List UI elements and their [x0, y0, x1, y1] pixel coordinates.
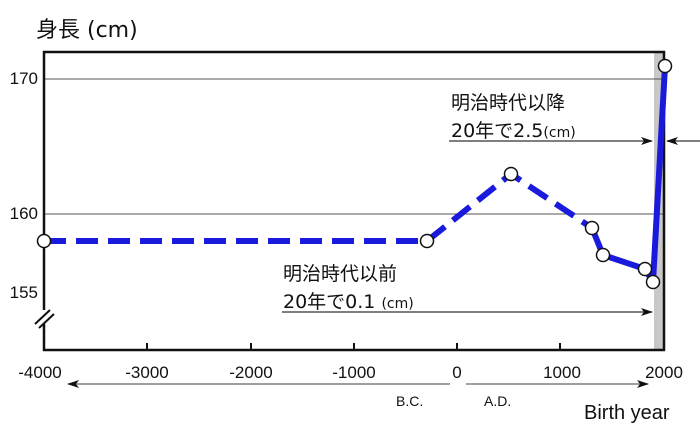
note-before-meiji-rate: 20年で0.1 (cm) [283, 287, 414, 314]
y-tick-160: 160 [9, 204, 38, 223]
axis-break-icon [34, 309, 55, 329]
note-before-unit: (cm) [381, 296, 414, 312]
data-point [657, 58, 673, 74]
x-tick-minus-3000: -3000 [125, 363, 169, 382]
note-after-meiji-rate: 20年で2.5(cm) [451, 116, 576, 143]
note-after-unit: (cm) [543, 125, 576, 141]
y-tick-155: 155 [9, 283, 38, 302]
x-tick-minus-4000: -4000 [18, 363, 62, 382]
data-point [584, 220, 600, 236]
x-tick-minus-1000: -1000 [332, 363, 376, 382]
bc-label: B.C. [396, 393, 424, 409]
data-point [637, 261, 653, 277]
note-before-meiji-title: 明治時代以前 [283, 263, 398, 285]
data-point [503, 166, 519, 182]
y-tick-170: 170 [9, 69, 38, 88]
y-axis-title: 身長 (cm) [36, 18, 138, 43]
x-ticks [146, 343, 561, 350]
data-points [36, 58, 673, 290]
note-after-meiji-title: 明治時代以降 [451, 92, 566, 114]
data-point [595, 247, 611, 263]
x-tick-1000: 1000 [543, 363, 581, 382]
x-tick-minus-2000: -2000 [229, 363, 273, 382]
note-before-rate-value: 20年で0.1 [283, 291, 376, 313]
x-axis-title: Birth year [584, 402, 670, 424]
series-line-dashed [44, 170, 594, 244]
ad-label: A.D. [484, 393, 512, 409]
x-tick-0: 0 [452, 363, 462, 382]
data-point [419, 233, 435, 249]
data-point [36, 233, 52, 249]
x-tick-2000: 2000 [645, 363, 683, 382]
note-after-rate-value: 20年で2.5 [451, 120, 544, 142]
data-point [645, 274, 661, 290]
